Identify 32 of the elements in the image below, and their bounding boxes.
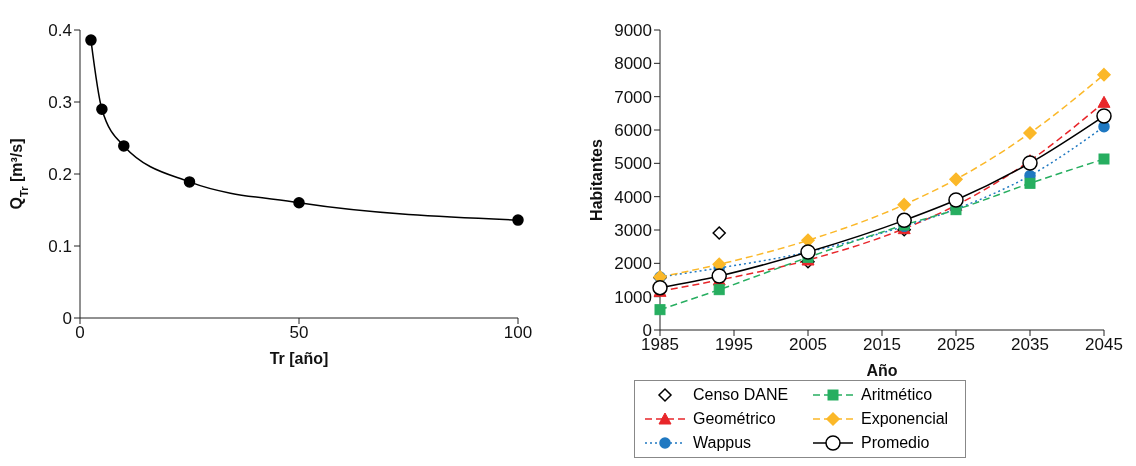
y-tick-label: 2000 bbox=[614, 254, 652, 274]
y-tick-label: 0.1 bbox=[48, 237, 72, 257]
x-tick-label: 2045 bbox=[1085, 335, 1123, 355]
legend-label: Wappus bbox=[693, 434, 752, 452]
legend-label: Censo DANE bbox=[693, 386, 789, 404]
y-tick-label: 0.4 bbox=[48, 21, 72, 41]
y-tick-label: 4000 bbox=[614, 187, 652, 207]
y-tick-label: 9000 bbox=[614, 21, 652, 41]
y-tick-label: 5000 bbox=[614, 154, 652, 174]
y-tick-label: 6000 bbox=[614, 121, 652, 141]
x-tick-label: 0 bbox=[75, 323, 85, 343]
x-tick-label: 2035 bbox=[1011, 335, 1049, 355]
y-tick-label: 1000 bbox=[614, 287, 652, 307]
x-tick-label: 100 bbox=[503, 323, 533, 343]
y-tick-label: 8000 bbox=[614, 54, 652, 74]
x-axis-title: Tr [año] bbox=[269, 350, 329, 367]
legend-label: Geométrico bbox=[693, 410, 776, 428]
x-tick-label: 2015 bbox=[863, 335, 901, 355]
x-tick-label: 1995 bbox=[715, 335, 753, 355]
y-tick-label: 3000 bbox=[614, 221, 652, 241]
legend-label: Exponencial bbox=[860, 410, 949, 428]
y-tick-label: 0.3 bbox=[48, 93, 72, 113]
y-axis-title: Habitantes bbox=[588, 139, 605, 221]
y-tick-label: 0.2 bbox=[48, 165, 72, 185]
x-tick-label: 50 bbox=[289, 323, 309, 343]
x-axis-title: Año bbox=[866, 362, 898, 379]
legend-label: Aritmético bbox=[860, 386, 933, 404]
y-tick-label: 0 bbox=[62, 309, 72, 329]
x-tick-label: 2005 bbox=[789, 335, 827, 355]
legend-label: Promedio bbox=[860, 434, 930, 452]
y-tick-label: 7000 bbox=[614, 87, 652, 107]
x-tick-label: 2025 bbox=[937, 335, 975, 355]
